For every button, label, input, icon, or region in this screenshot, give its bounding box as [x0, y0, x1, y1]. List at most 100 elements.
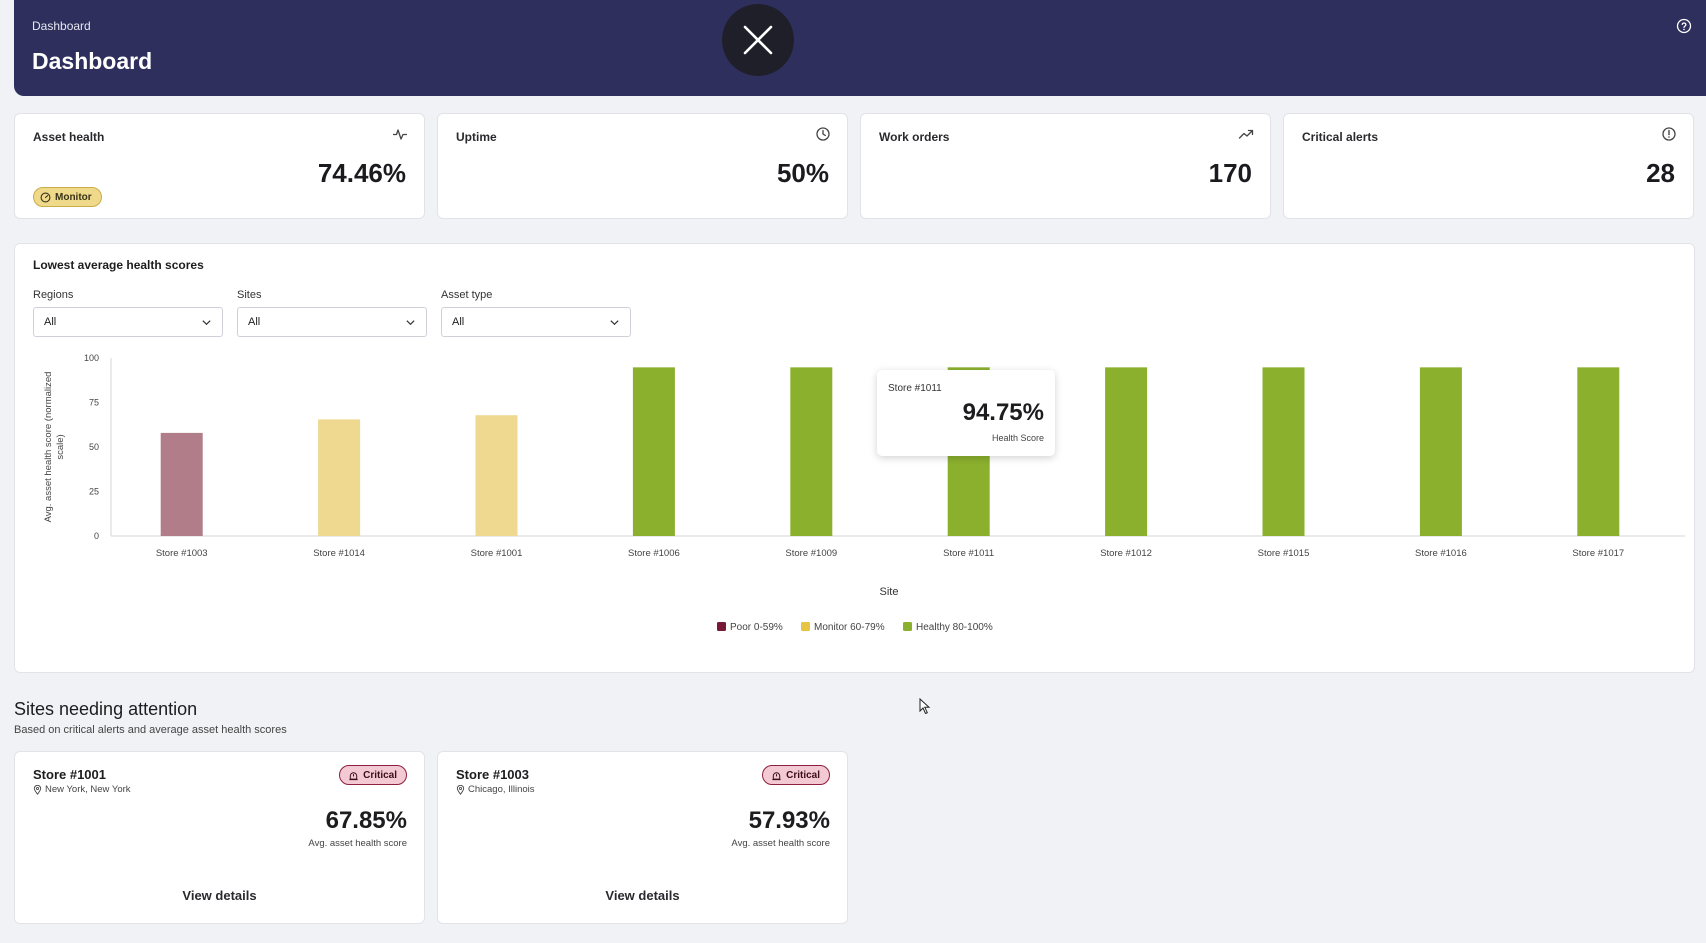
- site-name: Store #1003: [456, 767, 529, 782]
- sites-select[interactable]: All: [237, 307, 427, 337]
- bar-1003: [160, 432, 203, 536]
- kpi-card-critical-alerts: Critical alerts 28: [1283, 113, 1694, 219]
- kpi-value: 170: [1208, 158, 1252, 188]
- chart-title: Lowest average health scores: [33, 258, 204, 272]
- site-card-1003: Store #1003 Chicago, Illinois Critical 5…: [437, 751, 848, 924]
- trend-up-icon: [1238, 129, 1254, 139]
- section-subtitle: Based on critical alerts and average ass…: [14, 724, 287, 736]
- bar-1009: [790, 367, 833, 536]
- view-details-button[interactable]: View details: [605, 888, 680, 903]
- chevron-down-icon: [610, 319, 619, 325]
- pulse-icon: [393, 129, 407, 140]
- view-details-button[interactable]: View details: [182, 888, 257, 903]
- clock-icon: [816, 127, 830, 141]
- site-score-label: Avg. asset health score: [731, 838, 830, 849]
- x-axis-label: Site: [880, 586, 899, 598]
- status-badge-critical: Critical: [762, 765, 830, 785]
- kpi-label: Asset health: [33, 130, 105, 144]
- y-tick-label: 0: [94, 531, 99, 541]
- filter-label: Sites: [237, 289, 262, 301]
- badge-label: Critical: [363, 769, 397, 781]
- legend-label: Monitor 60-79%: [814, 622, 885, 633]
- x-tick-label: Store #1017: [1572, 548, 1624, 559]
- legend-label: Healthy 80-100%: [916, 622, 993, 633]
- kpi-card-uptime: Uptime 50%: [437, 113, 848, 219]
- siren-icon: [772, 771, 781, 780]
- asset-type-select[interactable]: All: [441, 307, 631, 337]
- site-location: Chicago, Illinois: [456, 784, 535, 795]
- y-tick-label: 50: [89, 442, 99, 452]
- badge-label: Critical: [786, 769, 820, 781]
- health-scores-card: Lowest average health scores Regions All…: [14, 243, 1695, 673]
- bar-1017: [1577, 367, 1620, 536]
- y-tick-label: 75: [89, 398, 99, 408]
- legend-swatch: [717, 622, 726, 631]
- close-button[interactable]: [722, 4, 794, 76]
- bar-1014: [318, 419, 361, 536]
- y-axis-label: Avg. asset health score (normalizedscale…: [43, 372, 66, 523]
- breadcrumb[interactable]: Dashboard: [32, 19, 91, 33]
- status-badge-critical: Critical: [339, 765, 407, 785]
- kpi-label: Uptime: [456, 130, 497, 144]
- x-tick-label: Store #1009: [785, 548, 837, 559]
- x-tick-label: Store #1016: [1415, 548, 1467, 559]
- kpi-card-asset-health: Asset health 74.46% Monitor: [14, 113, 425, 219]
- site-card-1001: Store #1001 New York, New York Critical …: [14, 751, 425, 924]
- gauge-icon: [40, 192, 51, 202]
- mouse-cursor-icon: [919, 698, 931, 715]
- x-tick-label: Store #1015: [1258, 548, 1310, 559]
- kpi-label: Critical alerts: [1302, 130, 1379, 144]
- select-value: All: [452, 316, 465, 328]
- bar-1012: [1105, 367, 1148, 536]
- legend-swatch: [903, 622, 912, 631]
- alert-circle-icon: [1662, 127, 1676, 141]
- bar-1006: [632, 367, 675, 536]
- site-score-label: Avg. asset health score: [308, 838, 407, 849]
- tooltip-label: Health Score: [991, 433, 1044, 443]
- legend-label: Poor 0-59%: [730, 622, 783, 633]
- kpi-value: 50%: [776, 158, 829, 188]
- x-tick-label: Store #1001: [471, 548, 523, 559]
- x-tick-label: Store #1006: [628, 548, 680, 559]
- section-title: Sites needing attention: [14, 699, 198, 719]
- bar-1015: [1262, 367, 1305, 536]
- map-pin-icon: [33, 784, 42, 795]
- map-pin-icon: [456, 784, 465, 795]
- x-tick-label: Store #1003: [156, 548, 208, 559]
- kpi-card-work-orders: Work orders 170: [860, 113, 1271, 219]
- siren-icon: [349, 771, 358, 780]
- site-location: New York, New York: [33, 784, 131, 795]
- kpi-value: 28: [1646, 158, 1675, 188]
- filter-asset-type: Asset type All: [441, 289, 631, 337]
- close-icon: [743, 25, 773, 55]
- tooltip-site: Store #1011: [888, 383, 942, 394]
- regions-select[interactable]: All: [33, 307, 223, 337]
- y-tick-label: 25: [89, 487, 99, 497]
- kpi-value: 74.46%: [317, 158, 406, 188]
- badge-label: Monitor: [55, 191, 92, 203]
- select-value: All: [44, 316, 57, 328]
- status-badge-monitor: Monitor: [33, 187, 102, 207]
- help-circle-icon[interactable]: [1676, 18, 1692, 34]
- chevron-down-icon: [202, 319, 211, 325]
- health-bar-chart: 0 25 50 75 100 Avg. asset health score (norma…: [43, 353, 1685, 633]
- select-value: All: [248, 316, 261, 328]
- x-tick-label: Store #1011: [943, 548, 994, 559]
- bar-1001: [475, 415, 518, 536]
- filter-label: Asset type: [441, 289, 493, 301]
- chevron-down-icon: [406, 319, 415, 325]
- x-tick-label: Store #1012: [1100, 548, 1152, 559]
- chart-tooltip: Store #1011 94.75% Health Score: [877, 370, 1055, 456]
- site-score: 67.85%: [325, 807, 407, 834]
- filter-sites: Sites All: [237, 289, 427, 337]
- tooltip-value: 94.75%: [962, 399, 1044, 426]
- site-name: Store #1001: [33, 767, 106, 782]
- x-tick-label: Store #1014: [313, 548, 365, 559]
- legend-swatch: [801, 622, 810, 631]
- site-score: 57.93%: [748, 807, 830, 834]
- location-text: Chicago, Illinois: [468, 784, 535, 795]
- y-tick-label: 100: [84, 353, 99, 363]
- kpi-label: Work orders: [879, 130, 950, 144]
- location-text: New York, New York: [45, 784, 131, 795]
- page-header: Dashboard Dashboard: [14, 0, 1706, 96]
